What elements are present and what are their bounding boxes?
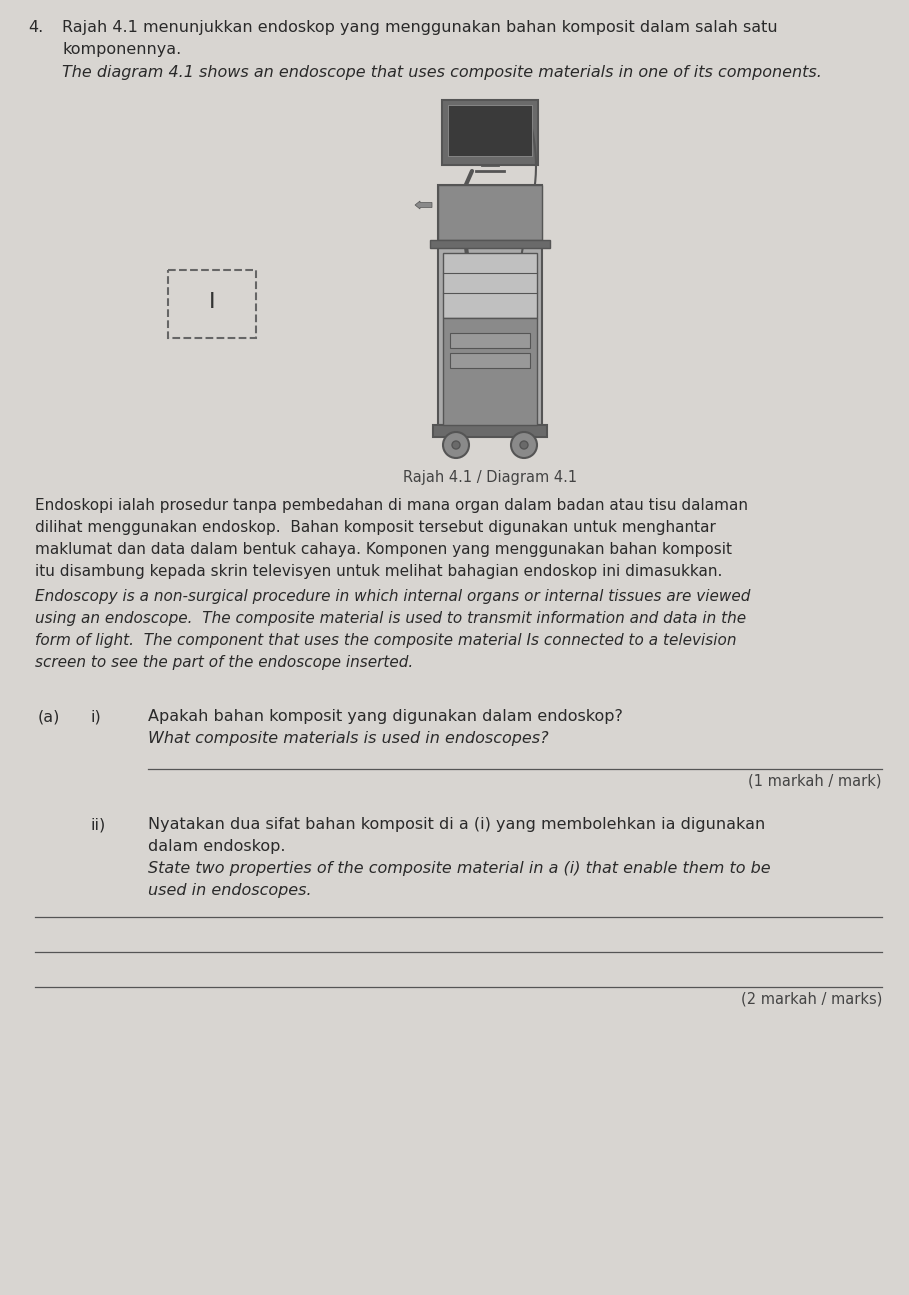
- Bar: [450, 333, 530, 348]
- Bar: [438, 185, 542, 425]
- Bar: [448, 105, 532, 155]
- Text: (a): (a): [38, 708, 60, 724]
- Bar: [430, 240, 550, 249]
- Text: using an endoscope.  The composite material is used to transmit information and : using an endoscope. The composite materi…: [35, 611, 746, 625]
- Text: (1 markah / mark): (1 markah / mark): [748, 774, 882, 789]
- Circle shape: [520, 442, 528, 449]
- Circle shape: [511, 433, 537, 458]
- Text: form of light.  The component that uses the composite material Is connected to a: form of light. The component that uses t…: [35, 633, 736, 648]
- Text: maklumat dan data dalam bentuk cahaya. Komponen yang menggunakan bahan komposit: maklumat dan data dalam bentuk cahaya. K…: [35, 543, 732, 557]
- Text: screen to see the part of the endoscope inserted.: screen to see the part of the endoscope …: [35, 655, 414, 670]
- Text: itu disambung kepada skrin televisyen untuk melihat bahagian endoskop ini dimasu: itu disambung kepada skrin televisyen un…: [35, 565, 723, 579]
- Text: 4.: 4.: [28, 19, 44, 35]
- Text: Apakah bahan komposit yang digunakan dalam endoskop?: Apakah bahan komposit yang digunakan dal…: [148, 708, 623, 724]
- Text: i): i): [90, 708, 101, 724]
- Circle shape: [443, 433, 469, 458]
- Bar: [443, 319, 537, 425]
- Text: (2 markah / marks): (2 markah / marks): [741, 992, 882, 1008]
- Text: What composite materials is used in endoscopes?: What composite materials is used in endo…: [148, 730, 549, 746]
- Bar: [438, 185, 542, 240]
- Bar: [443, 253, 537, 319]
- Text: The diagram 4.1 shows an endoscope that uses composite materials in one of its c: The diagram 4.1 shows an endoscope that …: [62, 65, 822, 80]
- Text: Endoskopi ialah prosedur tanpa pembedahan di mana organ dalam badan atau tisu da: Endoskopi ialah prosedur tanpa pembedaha…: [35, 499, 748, 513]
- Text: dalam endoskop.: dalam endoskop.: [148, 839, 285, 853]
- Text: State two properties of the composite material in a (i) that enable them to be: State two properties of the composite ma…: [148, 861, 771, 875]
- Text: I: I: [209, 291, 215, 312]
- Bar: [442, 100, 538, 164]
- Bar: [433, 425, 547, 436]
- Bar: [450, 354, 530, 368]
- Bar: [168, 269, 256, 338]
- Text: dilihat menggunakan endoskop.  Bahan komposit tersebut digunakan untuk menghanta: dilihat menggunakan endoskop. Bahan komp…: [35, 521, 716, 535]
- Circle shape: [452, 442, 460, 449]
- Text: ii): ii): [90, 817, 105, 831]
- Text: Rajah 4.1 / Diagram 4.1: Rajah 4.1 / Diagram 4.1: [403, 470, 577, 486]
- Text: komponennya.: komponennya.: [62, 41, 181, 57]
- Text: Endoscopy is a non-surgical procedure in which internal organs or internal tissu: Endoscopy is a non-surgical procedure in…: [35, 589, 750, 603]
- Text: used in endoscopes.: used in endoscopes.: [148, 883, 312, 897]
- Text: Rajah 4.1 menunjukkan endoskop yang menggunakan bahan komposit dalam salah satu: Rajah 4.1 menunjukkan endoskop yang meng…: [62, 19, 777, 35]
- FancyArrow shape: [415, 201, 432, 208]
- Text: Nyatakan dua sifat bahan komposit di a (i) yang membolehkan ia digunakan: Nyatakan dua sifat bahan komposit di a (…: [148, 817, 765, 831]
